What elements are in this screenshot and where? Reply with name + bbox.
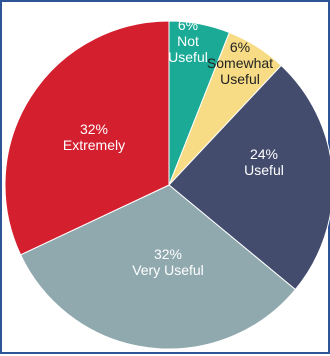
- slice-label-4-line-0: 32%: [80, 121, 108, 137]
- pie-slice-2: [168, 64, 330, 291]
- pie-slice-4: [4, 20, 170, 256]
- slice-label-4-line-1: Extremely: [63, 137, 125, 153]
- slice-label-1-line-0: 6%: [230, 39, 250, 55]
- slice-label-0-line-2: Useful: [168, 49, 208, 65]
- slice-label-0: 6% Not Useful: [168, 17, 208, 65]
- slice-label-0-line-0: 6%: [178, 17, 198, 33]
- slice-label-2: 24% Useful: [244, 146, 284, 178]
- slice-label-1: 6% Somewhat Useful: [207, 39, 273, 87]
- slice-label-0-line-1: Not: [177, 33, 199, 49]
- slice-label-3: 32% Very Useful: [132, 246, 204, 278]
- slice-label-1-line-2: Useful: [220, 71, 260, 87]
- slice-label-3-line-0: 32%: [154, 246, 182, 262]
- pie-slice-3: [19, 184, 297, 350]
- slice-label-3-line-1: Very Useful: [132, 262, 204, 278]
- slice-label-2-line-1: Useful: [244, 162, 284, 178]
- slice-label-2-line-0: 24%: [250, 146, 278, 162]
- slice-label-1-line-1: Somewhat: [207, 55, 273, 71]
- slice-label-4: 32% Extremely: [63, 121, 125, 153]
